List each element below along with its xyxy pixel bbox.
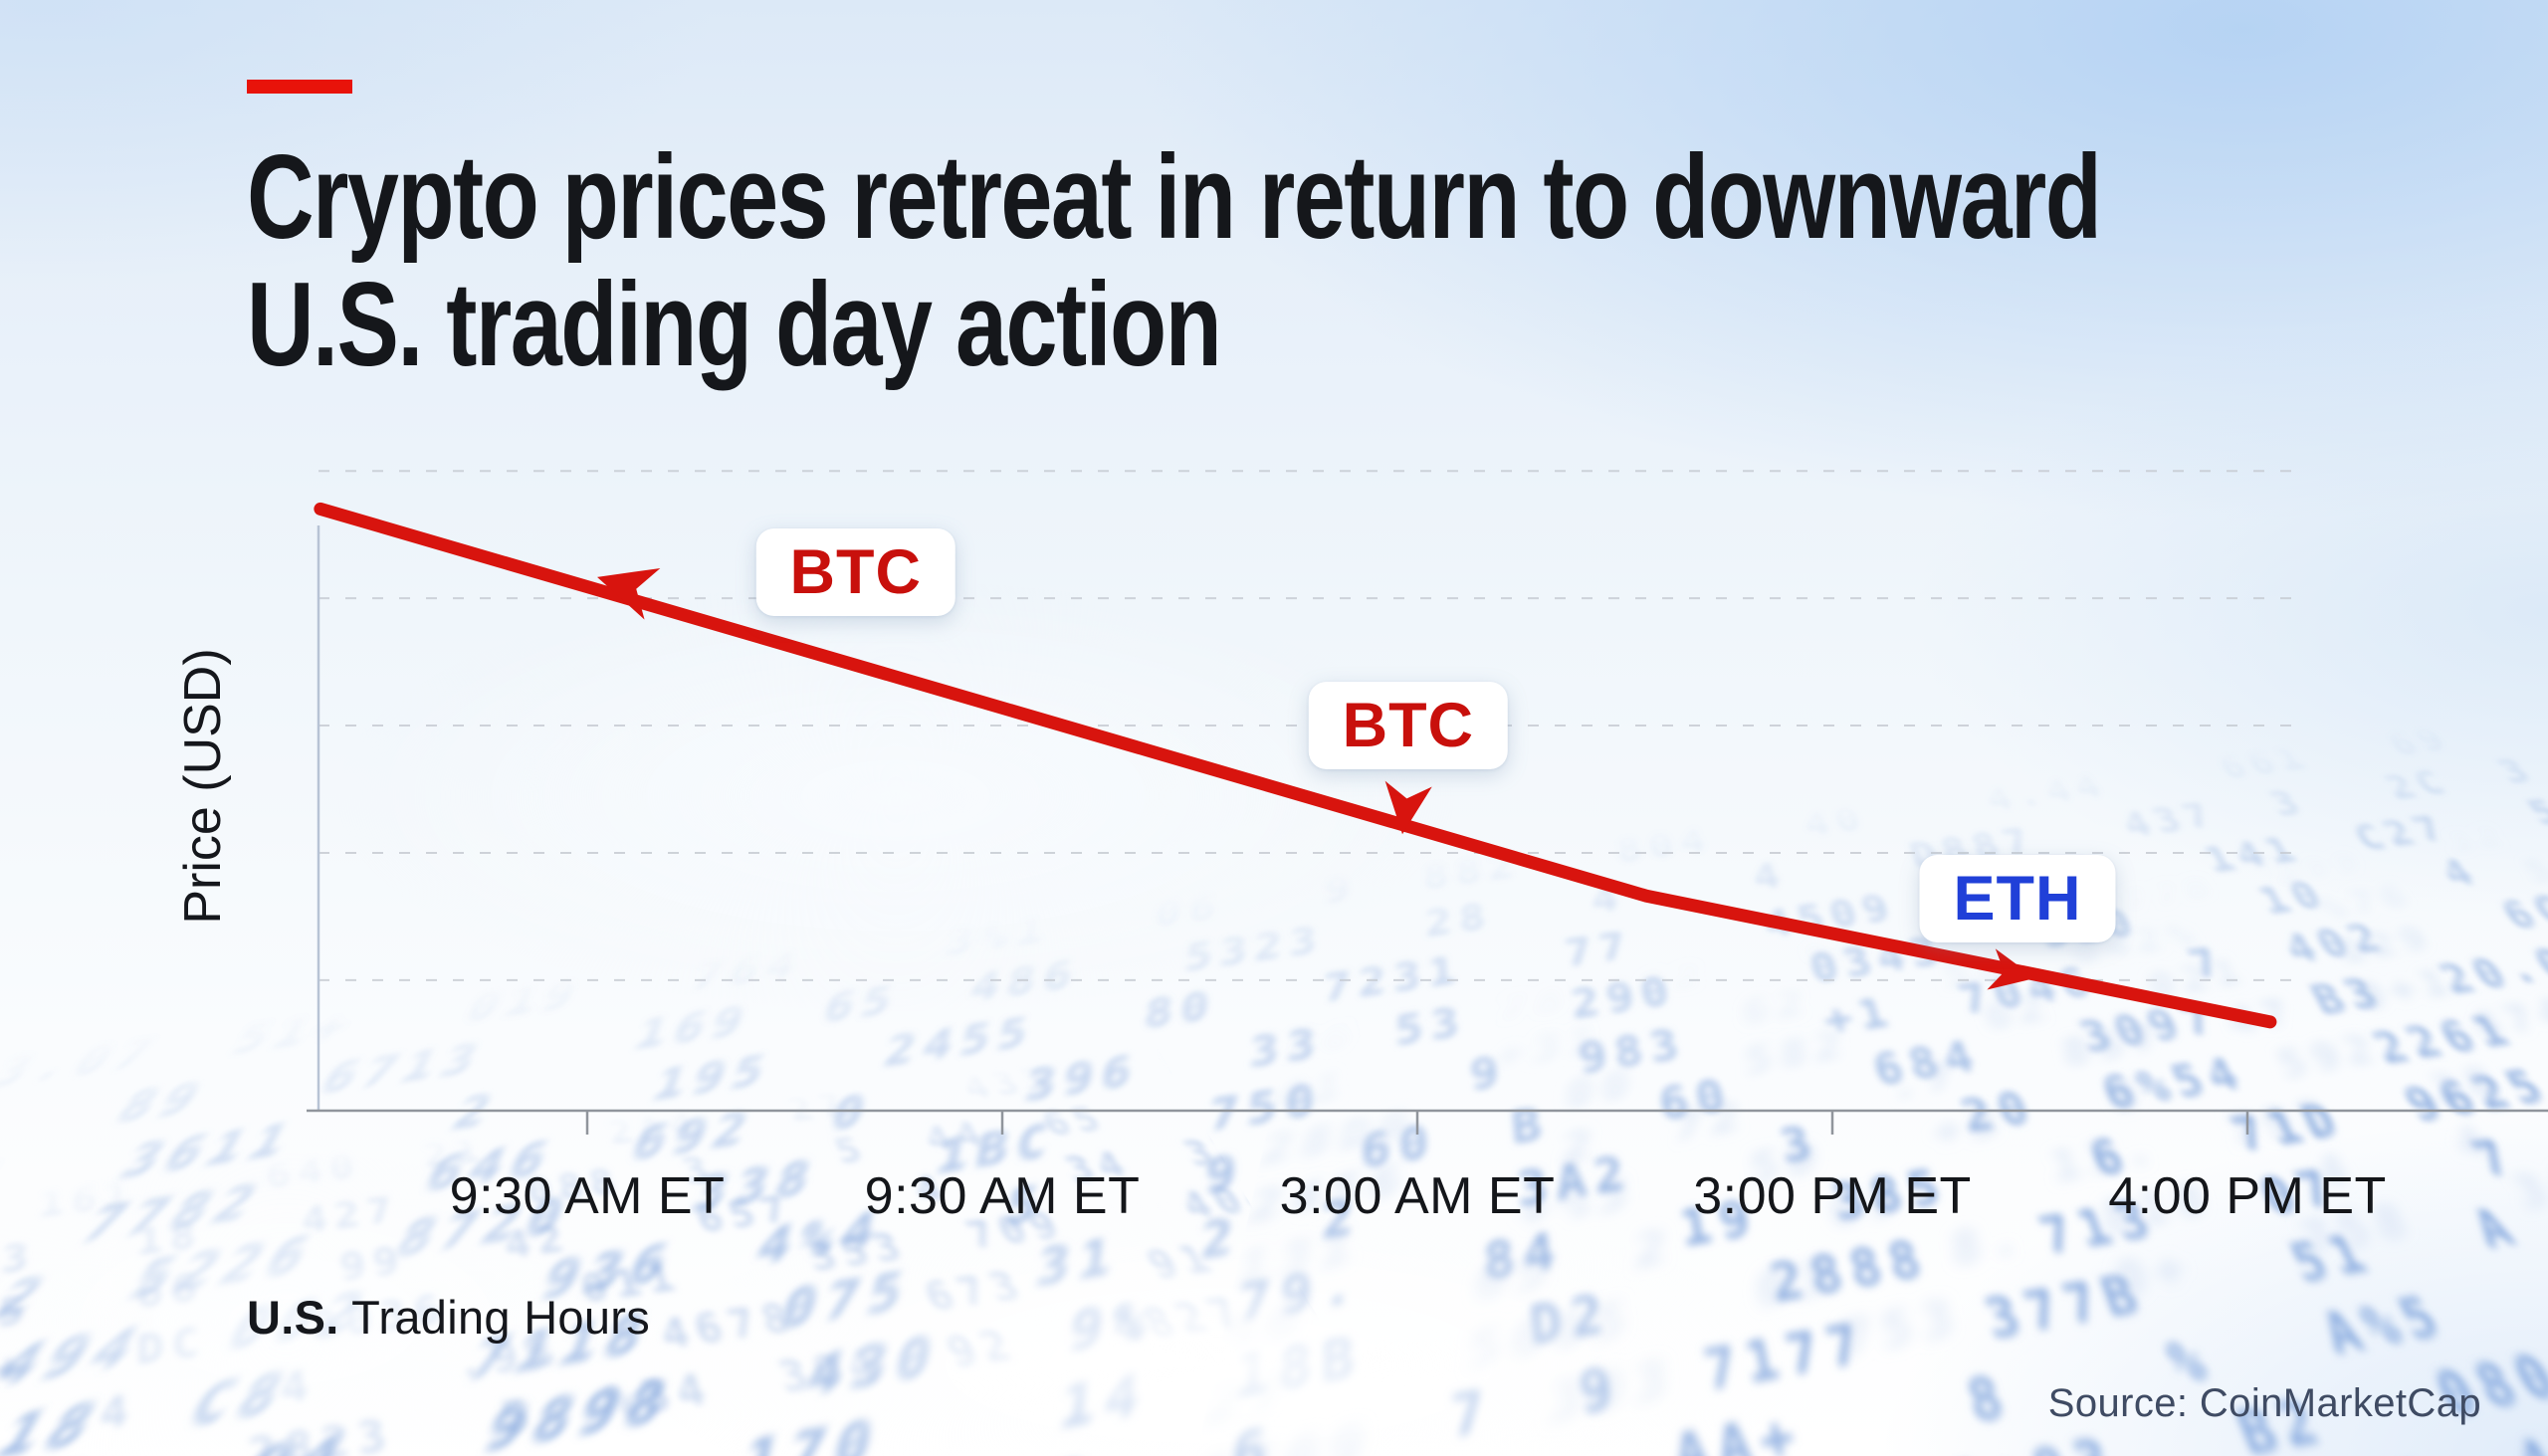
direction-arrow (1987, 948, 2035, 990)
y-axis-label: Price (USD) (174, 648, 232, 925)
series-label-btc: BTC (1308, 682, 1509, 770)
series-label-eth: ETH (1919, 854, 2116, 942)
x-tick-label: 9:30 AM ET (864, 1167, 1141, 1225)
series-label-btc: BTC (755, 528, 956, 617)
title-line-1: Crypto prices retreat in return to downw… (247, 130, 2102, 264)
accent-bar (247, 80, 352, 94)
x-tick-label: 9:30 AM ET (449, 1167, 726, 1225)
x-axis-caption-bold: U.S. (247, 1291, 339, 1344)
title-line-2: U.S. trading day action (247, 258, 1222, 391)
x-tick-label: 3:00 AM ET (1279, 1167, 1556, 1225)
x-axis-caption: U.S. Trading Hours (247, 1290, 650, 1345)
source-credit: Source: CoinMarketCap (2047, 1381, 2481, 1425)
x-axis-caption-rest: Trading Hours (338, 1291, 651, 1344)
x-tick-label: 3:00 PM ET (1693, 1167, 1972, 1225)
x-tick-label: 4:00 PM ET (2108, 1167, 2387, 1225)
